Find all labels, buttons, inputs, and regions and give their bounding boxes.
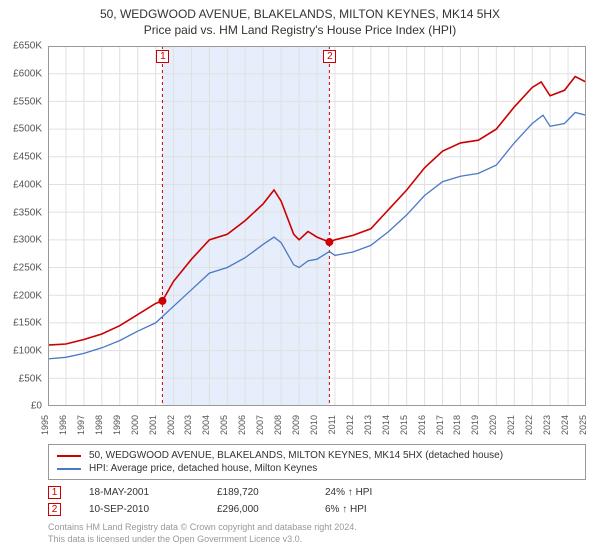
transaction-price: £189,720 (217, 487, 297, 498)
legend-item: HPI: Average price, detached house, Milt… (57, 462, 577, 475)
x-tick-label: 2001 (148, 415, 158, 435)
y-tick-label: £50K (19, 373, 42, 384)
x-tick-label: 1996 (58, 415, 68, 435)
y-tick-label: £0 (31, 401, 42, 412)
x-tick-label: 1995 (40, 415, 50, 435)
transaction-date: 18-MAY-2001 (89, 487, 189, 498)
title-block: 50, WEDGWOOD AVENUE, BLAKELANDS, MILTON … (0, 0, 600, 38)
x-tick-label: 2015 (399, 415, 409, 435)
x-tick-label: 2016 (417, 415, 427, 435)
x-tick-label: 2017 (435, 415, 445, 435)
x-tick-label: 2013 (363, 415, 373, 435)
transaction-marker: 1 (48, 486, 61, 499)
footer-line-2: This data is licensed under the Open Gov… (48, 534, 357, 546)
x-tick-label: 2006 (237, 415, 247, 435)
x-tick-label: 2002 (166, 415, 176, 435)
transactions-table: 1 18-MAY-2001 £189,720 24% ↑ HPI 2 10-SEP-201… (48, 484, 372, 518)
x-tick-label: 2024 (560, 415, 570, 435)
y-tick-label: £400K (13, 179, 42, 190)
x-tick-label: 2008 (273, 415, 283, 435)
legend: 50, WEDGWOOD AVENUE, BLAKELANDS, MILTON … (48, 444, 586, 480)
x-tick-label: 1997 (76, 415, 86, 435)
transaction-marker: 2 (48, 503, 61, 516)
x-tick-label: 2011 (327, 415, 337, 434)
x-tick-label: 2018 (452, 415, 462, 435)
x-tick-label: 2020 (488, 415, 498, 435)
x-tick-label: 2003 (183, 415, 193, 435)
x-tick-label: 2023 (542, 415, 552, 435)
transaction-date: 10-SEP-2010 (89, 504, 189, 515)
x-tick-label: 2010 (309, 415, 319, 435)
x-tick-label: 2009 (291, 415, 301, 435)
x-tick-label: 2014 (381, 415, 391, 435)
x-tick-label: 1999 (112, 415, 122, 435)
x-tick-label: 2019 (470, 415, 480, 435)
y-tick-label: £350K (13, 207, 42, 218)
x-tick-label: 2000 (130, 415, 140, 435)
footer: Contains HM Land Registry data © Crown c… (48, 522, 357, 545)
transaction-delta: 6% ↑ HPI (325, 504, 367, 515)
legend-label: HPI: Average price, detached house, Milt… (89, 463, 317, 474)
y-tick-label: £100K (13, 345, 42, 356)
title-line-1: 50, WEDGWOOD AVENUE, BLAKELANDS, MILTON … (0, 6, 600, 22)
footer-line-1: Contains HM Land Registry data © Crown c… (48, 522, 357, 534)
chart-area: £0£50K£100K£150K£200K£250K£300K£350K£400… (48, 46, 586, 406)
y-tick-label: £600K (13, 69, 42, 80)
y-tick-label: £250K (13, 262, 42, 273)
legend-item: 50, WEDGWOOD AVENUE, BLAKELANDS, MILTON … (57, 449, 577, 462)
x-tick-label: 2007 (255, 415, 265, 435)
legend-label: 50, WEDGWOOD AVENUE, BLAKELANDS, MILTON … (89, 450, 503, 461)
y-tick-label: £450K (13, 152, 42, 163)
x-tick-label: 2012 (345, 415, 355, 435)
x-tick-label: 1998 (94, 415, 104, 435)
y-tick-label: £300K (13, 235, 42, 246)
transaction-price: £296,000 (217, 504, 297, 515)
transaction-row: 2 10-SEP-2010 £296,000 6% ↑ HPI (48, 501, 372, 518)
chart-svg (48, 46, 586, 406)
y-tick-label: £550K (13, 96, 42, 107)
transaction-delta: 24% ↑ HPI (325, 487, 372, 498)
x-tick-label: 2005 (219, 415, 229, 435)
legend-swatch (57, 468, 81, 470)
x-tick-label: 2025 (578, 415, 588, 435)
y-tick-label: £500K (13, 124, 42, 135)
x-tick-label: 2021 (506, 415, 516, 435)
marker-box-2: 2 (323, 50, 336, 63)
marker-box-1: 1 (156, 50, 169, 63)
legend-swatch (57, 455, 81, 457)
transaction-row: 1 18-MAY-2001 £189,720 24% ↑ HPI (48, 484, 372, 501)
x-tick-label: 2004 (201, 415, 211, 435)
title-line-2: Price paid vs. HM Land Registry's House … (0, 22, 600, 38)
y-tick-label: £150K (13, 318, 42, 329)
y-tick-label: £200K (13, 290, 42, 301)
chart-container: 50, WEDGWOOD AVENUE, BLAKELANDS, MILTON … (0, 0, 600, 560)
y-tick-label: £650K (13, 41, 42, 52)
x-tick-label: 2022 (524, 415, 534, 435)
